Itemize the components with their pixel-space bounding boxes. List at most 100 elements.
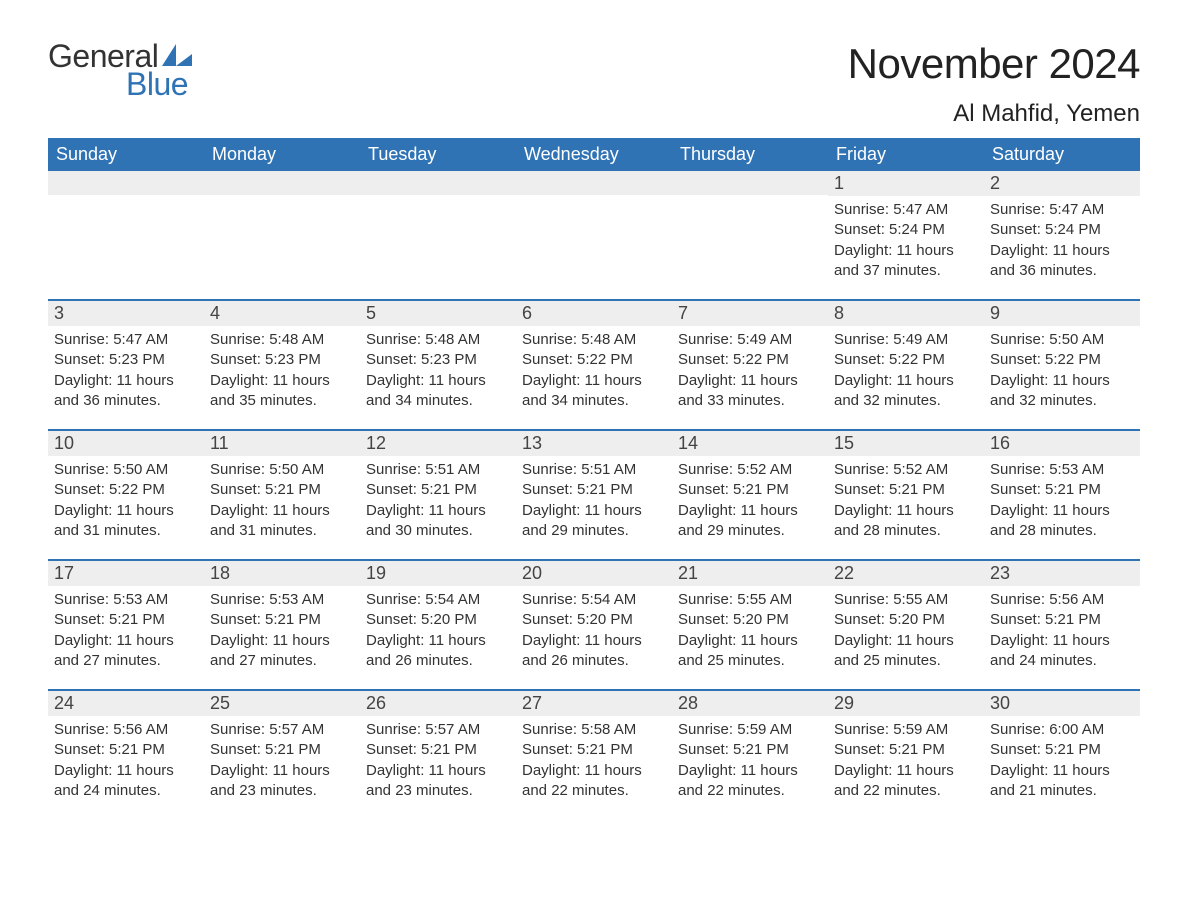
day-number: 1 [828, 171, 984, 196]
day-cell-12: 12Sunrise: 5:51 AMSunset: 5:21 PMDayligh… [360, 431, 516, 559]
dow-sunday: Sunday [48, 138, 204, 171]
day-number: 27 [516, 691, 672, 716]
day-cell-6: 6Sunrise: 5:48 AMSunset: 5:22 PMDaylight… [516, 301, 672, 429]
day-number [48, 171, 204, 195]
day-details: Sunrise: 5:47 AMSunset: 5:23 PMDaylight:… [48, 326, 204, 419]
month-title: November 2024 [848, 40, 1140, 88]
day-number: 20 [516, 561, 672, 586]
day-number: 4 [204, 301, 360, 326]
day-cell-19: 19Sunrise: 5:54 AMSunset: 5:20 PMDayligh… [360, 561, 516, 689]
days-of-week-header: SundayMondayTuesdayWednesdayThursdayFrid… [48, 138, 1140, 171]
day-number: 12 [360, 431, 516, 456]
day-details: Sunrise: 5:51 AMSunset: 5:21 PMDaylight:… [360, 456, 516, 549]
day-number: 25 [204, 691, 360, 716]
day-number: 5 [360, 301, 516, 326]
day-cell-26: 26Sunrise: 5:57 AMSunset: 5:21 PMDayligh… [360, 691, 516, 819]
day-details [48, 195, 204, 207]
day-number: 26 [360, 691, 516, 716]
day-details: Sunrise: 5:55 AMSunset: 5:20 PMDaylight:… [672, 586, 828, 679]
empty-cell [204, 171, 360, 299]
day-details: Sunrise: 5:53 AMSunset: 5:21 PMDaylight:… [984, 456, 1140, 549]
day-cell-22: 22Sunrise: 5:55 AMSunset: 5:20 PMDayligh… [828, 561, 984, 689]
day-cell-29: 29Sunrise: 5:59 AMSunset: 5:21 PMDayligh… [828, 691, 984, 819]
dow-monday: Monday [204, 138, 360, 171]
day-details: Sunrise: 5:50 AMSunset: 5:22 PMDaylight:… [48, 456, 204, 549]
day-cell-2: 2Sunrise: 5:47 AMSunset: 5:24 PMDaylight… [984, 171, 1140, 299]
day-number: 13 [516, 431, 672, 456]
day-details: Sunrise: 5:49 AMSunset: 5:22 PMDaylight:… [828, 326, 984, 419]
day-number: 22 [828, 561, 984, 586]
day-number: 21 [672, 561, 828, 586]
location-subtitle: Al Mahfid, Yemen [848, 100, 1140, 128]
empty-cell [48, 171, 204, 299]
day-details: Sunrise: 5:51 AMSunset: 5:21 PMDaylight:… [516, 456, 672, 549]
day-cell-21: 21Sunrise: 5:55 AMSunset: 5:20 PMDayligh… [672, 561, 828, 689]
calendar-grid: SundayMondayTuesdayWednesdayThursdayFrid… [48, 138, 1140, 819]
day-details: Sunrise: 5:50 AMSunset: 5:21 PMDaylight:… [204, 456, 360, 549]
day-cell-23: 23Sunrise: 5:56 AMSunset: 5:21 PMDayligh… [984, 561, 1140, 689]
dow-friday: Friday [828, 138, 984, 171]
day-number: 23 [984, 561, 1140, 586]
day-details: Sunrise: 5:57 AMSunset: 5:21 PMDaylight:… [204, 716, 360, 809]
brand-mark-icon [162, 44, 192, 66]
day-details: Sunrise: 5:52 AMSunset: 5:21 PMDaylight:… [672, 456, 828, 549]
empty-cell [360, 171, 516, 299]
day-cell-16: 16Sunrise: 5:53 AMSunset: 5:21 PMDayligh… [984, 431, 1140, 559]
day-details: Sunrise: 5:48 AMSunset: 5:23 PMDaylight:… [360, 326, 516, 419]
dow-wednesday: Wednesday [516, 138, 672, 171]
day-cell-10: 10Sunrise: 5:50 AMSunset: 5:22 PMDayligh… [48, 431, 204, 559]
day-details: Sunrise: 5:47 AMSunset: 5:24 PMDaylight:… [828, 196, 984, 289]
day-details: Sunrise: 5:49 AMSunset: 5:22 PMDaylight:… [672, 326, 828, 419]
week-row: 3Sunrise: 5:47 AMSunset: 5:23 PMDaylight… [48, 299, 1140, 429]
day-number: 6 [516, 301, 672, 326]
week-row: 1Sunrise: 5:47 AMSunset: 5:24 PMDaylight… [48, 171, 1140, 299]
day-cell-28: 28Sunrise: 5:59 AMSunset: 5:21 PMDayligh… [672, 691, 828, 819]
brand-blue: Blue [126, 68, 192, 100]
day-cell-17: 17Sunrise: 5:53 AMSunset: 5:21 PMDayligh… [48, 561, 204, 689]
day-details [516, 195, 672, 207]
day-number: 9 [984, 301, 1140, 326]
dow-tuesday: Tuesday [360, 138, 516, 171]
day-number [204, 171, 360, 195]
day-details: Sunrise: 5:52 AMSunset: 5:21 PMDaylight:… [828, 456, 984, 549]
day-details: Sunrise: 5:48 AMSunset: 5:22 PMDaylight:… [516, 326, 672, 419]
day-cell-14: 14Sunrise: 5:52 AMSunset: 5:21 PMDayligh… [672, 431, 828, 559]
day-number: 29 [828, 691, 984, 716]
day-number: 19 [360, 561, 516, 586]
week-row: 10Sunrise: 5:50 AMSunset: 5:22 PMDayligh… [48, 429, 1140, 559]
day-details: Sunrise: 5:48 AMSunset: 5:23 PMDaylight:… [204, 326, 360, 419]
day-number: 8 [828, 301, 984, 326]
day-number: 18 [204, 561, 360, 586]
day-number: 11 [204, 431, 360, 456]
day-cell-4: 4Sunrise: 5:48 AMSunset: 5:23 PMDaylight… [204, 301, 360, 429]
dow-saturday: Saturday [984, 138, 1140, 171]
day-number: 3 [48, 301, 204, 326]
week-row: 17Sunrise: 5:53 AMSunset: 5:21 PMDayligh… [48, 559, 1140, 689]
day-details: Sunrise: 5:57 AMSunset: 5:21 PMDaylight:… [360, 716, 516, 809]
empty-cell [672, 171, 828, 299]
day-cell-3: 3Sunrise: 5:47 AMSunset: 5:23 PMDaylight… [48, 301, 204, 429]
day-number: 30 [984, 691, 1140, 716]
day-details: Sunrise: 5:50 AMSunset: 5:22 PMDaylight:… [984, 326, 1140, 419]
day-details: Sunrise: 5:54 AMSunset: 5:20 PMDaylight:… [516, 586, 672, 679]
day-cell-5: 5Sunrise: 5:48 AMSunset: 5:23 PMDaylight… [360, 301, 516, 429]
day-cell-27: 27Sunrise: 5:58 AMSunset: 5:21 PMDayligh… [516, 691, 672, 819]
day-details: Sunrise: 5:59 AMSunset: 5:21 PMDaylight:… [672, 716, 828, 809]
day-number: 28 [672, 691, 828, 716]
dow-thursday: Thursday [672, 138, 828, 171]
day-details: Sunrise: 5:56 AMSunset: 5:21 PMDaylight:… [984, 586, 1140, 679]
day-number: 24 [48, 691, 204, 716]
day-cell-25: 25Sunrise: 5:57 AMSunset: 5:21 PMDayligh… [204, 691, 360, 819]
day-number: 7 [672, 301, 828, 326]
day-details: Sunrise: 5:56 AMSunset: 5:21 PMDaylight:… [48, 716, 204, 809]
day-number: 17 [48, 561, 204, 586]
day-details [204, 195, 360, 207]
day-cell-18: 18Sunrise: 5:53 AMSunset: 5:21 PMDayligh… [204, 561, 360, 689]
day-details [360, 195, 516, 207]
day-cell-13: 13Sunrise: 5:51 AMSunset: 5:21 PMDayligh… [516, 431, 672, 559]
day-details: Sunrise: 6:00 AMSunset: 5:21 PMDaylight:… [984, 716, 1140, 809]
day-number: 15 [828, 431, 984, 456]
day-cell-15: 15Sunrise: 5:52 AMSunset: 5:21 PMDayligh… [828, 431, 984, 559]
day-cell-11: 11Sunrise: 5:50 AMSunset: 5:21 PMDayligh… [204, 431, 360, 559]
day-cell-30: 30Sunrise: 6:00 AMSunset: 5:21 PMDayligh… [984, 691, 1140, 819]
